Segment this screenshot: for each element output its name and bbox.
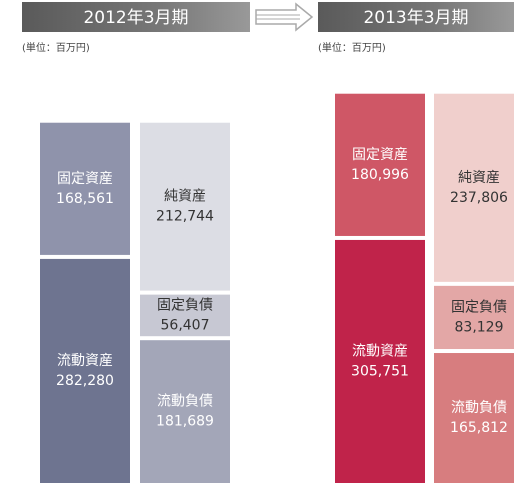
segment-name: 純資産 [164,189,206,205]
bar-segment [40,258,130,483]
segment-value: 305,751 [351,363,409,379]
period-title: 2012年3月期 [83,8,188,28]
segment-name: 流動負債 [157,394,213,410]
segment-name: 固定負債 [451,299,507,315]
title-box [22,2,250,32]
segment-value: 180,996 [351,167,409,183]
segment-value: 165,812 [450,420,508,436]
segment-value: 83,129 [455,319,504,335]
segment-name: 固定資産 [352,147,408,163]
arrow [255,2,314,32]
segment-name: 流動資産 [352,343,408,359]
segment-value: 181,689 [156,414,214,430]
title-box [318,2,514,32]
bar-segment [335,239,425,483]
unit: (単位：百万円) [318,41,386,54]
bar-segment [40,122,130,255]
segment-value: 56,407 [161,317,210,333]
bar-segment [434,93,514,282]
period-title: 2013年3月期 [363,8,468,28]
bar-segment [434,353,514,483]
bar-segment [140,340,230,483]
segment-name: 固定資産 [57,171,113,187]
segment-value: 282,280 [56,373,114,389]
segment-name: 流動負債 [451,400,507,416]
segment-value: 168,561 [56,191,114,207]
arrow-lines [256,14,300,20]
segment-name: 流動資産 [57,353,113,369]
segment-name: 純資産 [458,170,500,186]
bar-segment [140,294,230,337]
bar-segment [335,93,425,236]
segment-value: 237,806 [450,190,508,206]
bar-segment [434,285,514,350]
segment-name: 固定負債 [157,297,213,313]
unit: (単位：百万円) [22,41,90,54]
bar-segment [140,122,230,291]
segment-value: 212,744 [156,209,214,225]
